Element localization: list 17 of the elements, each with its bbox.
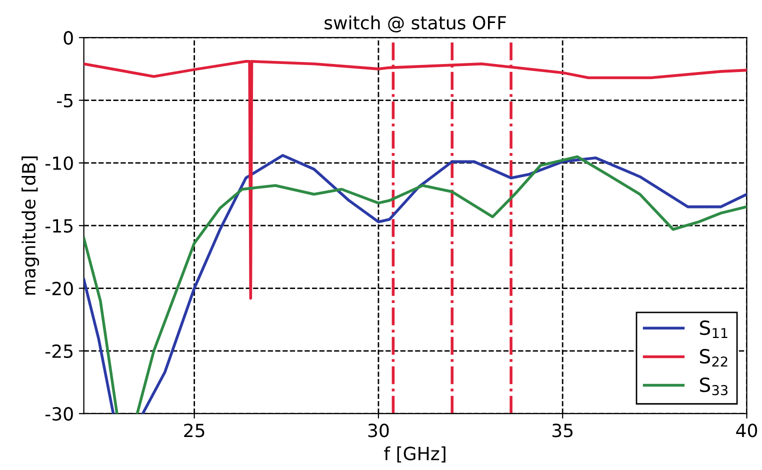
x-tick-label: 30 — [368, 424, 389, 438]
x-axis-title: f [GHz] — [384, 446, 446, 462]
y-tick-label: -25 — [45, 344, 73, 358]
y-axis-title: magnitude [dB] — [22, 156, 40, 295]
x-tick-label: 25 — [184, 424, 204, 438]
legend-label: S$_{11}$ — [700, 320, 728, 338]
x-tick-label: 40 — [736, 424, 758, 438]
y-tick-label: -10 — [45, 156, 73, 170]
legend-label: S$_{33}$ — [700, 377, 728, 396]
legend-label: S$_{22}$ — [700, 348, 728, 367]
chart-title: switch @ status OFF — [324, 16, 506, 32]
y-tick-label: 0 — [64, 31, 73, 45]
y-tick-label: -20 — [45, 282, 73, 296]
x-tick-label: 35 — [552, 424, 573, 438]
y-tick-label: -5 — [56, 94, 73, 108]
y-tick-label: -30 — [45, 407, 73, 421]
y-tick-label: -15 — [45, 219, 73, 233]
